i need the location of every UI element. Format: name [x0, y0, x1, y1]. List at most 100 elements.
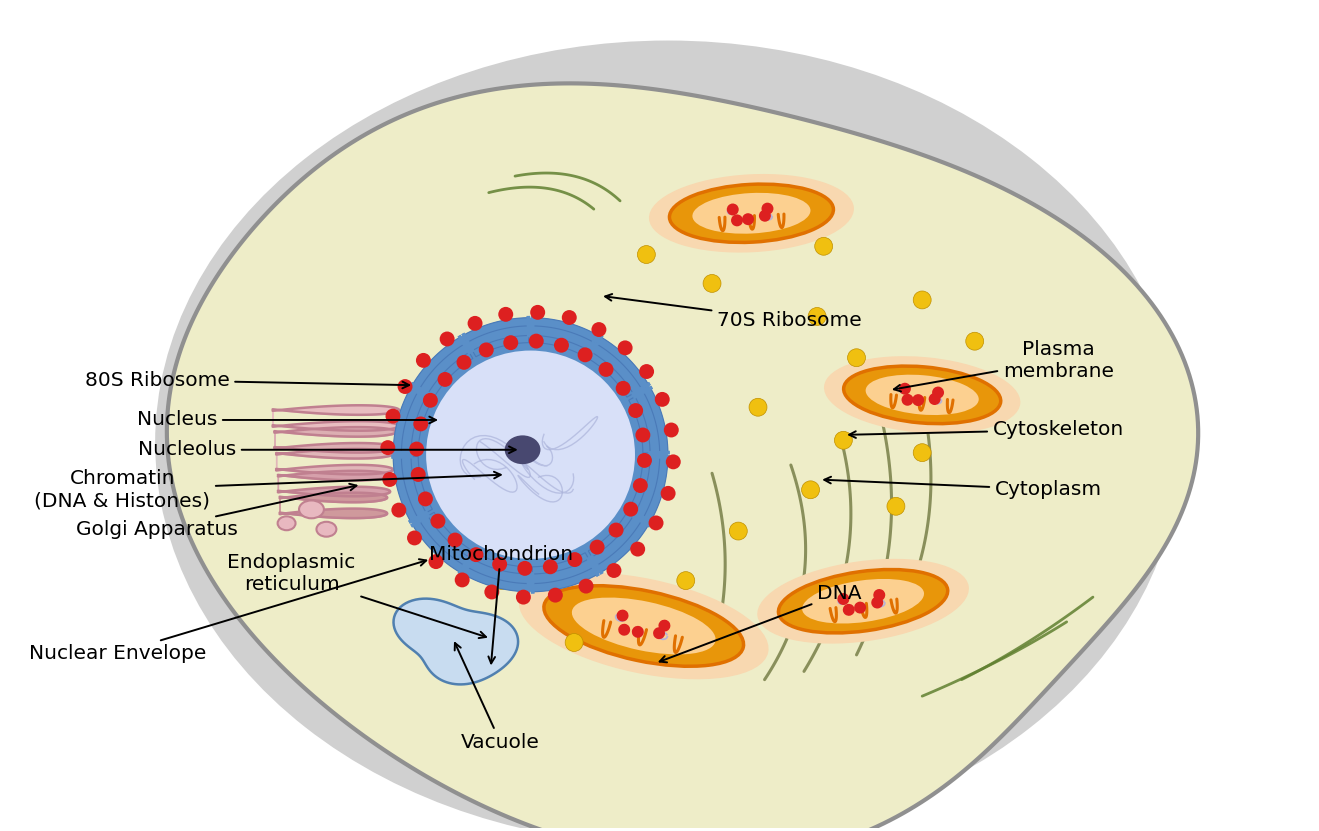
Circle shape: [838, 593, 849, 605]
Text: Plasma
membrane: Plasma membrane: [894, 340, 1113, 391]
Circle shape: [393, 317, 667, 592]
Circle shape: [616, 381, 630, 396]
Circle shape: [410, 467, 426, 482]
Circle shape: [554, 337, 568, 352]
Text: DNA: DNA: [660, 584, 861, 662]
Ellipse shape: [156, 41, 1181, 831]
Circle shape: [815, 238, 832, 255]
Polygon shape: [393, 598, 518, 685]
Circle shape: [758, 209, 770, 222]
Circle shape: [729, 522, 748, 540]
Circle shape: [677, 572, 695, 589]
Circle shape: [455, 573, 470, 588]
Circle shape: [385, 409, 401, 424]
Circle shape: [599, 362, 613, 377]
Circle shape: [727, 204, 739, 215]
Circle shape: [632, 626, 644, 638]
Circle shape: [616, 610, 629, 622]
Text: Chromatin
(DNA & Histones): Chromatin (DNA & Histones): [34, 469, 501, 510]
Circle shape: [456, 355, 471, 370]
Polygon shape: [412, 456, 433, 513]
Circle shape: [492, 557, 506, 572]
Circle shape: [423, 393, 438, 408]
Circle shape: [663, 422, 679, 437]
Circle shape: [617, 341, 633, 356]
Ellipse shape: [757, 558, 969, 644]
Polygon shape: [166, 83, 1198, 831]
Text: Nucleolus: Nucleolus: [138, 440, 516, 460]
Circle shape: [590, 539, 604, 554]
Circle shape: [392, 503, 406, 518]
Text: Cytoskeleton: Cytoskeleton: [849, 420, 1124, 440]
Circle shape: [408, 530, 422, 545]
Circle shape: [843, 604, 855, 616]
Circle shape: [966, 332, 984, 350]
Circle shape: [900, 383, 911, 395]
Circle shape: [743, 214, 754, 225]
Circle shape: [397, 379, 413, 394]
Polygon shape: [427, 352, 472, 397]
Ellipse shape: [802, 579, 925, 623]
Ellipse shape: [277, 516, 295, 530]
Polygon shape: [393, 457, 418, 521]
Polygon shape: [412, 396, 433, 453]
Circle shape: [933, 386, 944, 399]
Polygon shape: [644, 457, 667, 521]
Ellipse shape: [518, 573, 769, 679]
Circle shape: [430, 514, 446, 529]
Circle shape: [913, 394, 925, 406]
Circle shape: [809, 307, 826, 326]
Circle shape: [529, 334, 543, 348]
Circle shape: [703, 274, 721, 293]
Circle shape: [608, 523, 624, 538]
Circle shape: [415, 353, 431, 368]
Ellipse shape: [778, 569, 948, 633]
Polygon shape: [472, 336, 529, 356]
Text: Endoplasmic
reticulum: Endoplasmic reticulum: [227, 553, 485, 638]
Polygon shape: [533, 317, 598, 342]
Circle shape: [439, 332, 455, 347]
Circle shape: [516, 590, 530, 605]
Circle shape: [426, 351, 634, 559]
Text: Vacuole: Vacuole: [455, 643, 539, 752]
Circle shape: [484, 584, 500, 599]
Ellipse shape: [692, 193, 810, 234]
Circle shape: [661, 486, 675, 501]
Circle shape: [848, 349, 865, 366]
Text: Nuclear Envelope: Nuclear Envelope: [29, 559, 426, 663]
Circle shape: [637, 246, 656, 263]
Polygon shape: [629, 396, 650, 453]
Circle shape: [607, 563, 621, 578]
Circle shape: [624, 502, 638, 517]
Ellipse shape: [865, 375, 979, 415]
Circle shape: [913, 291, 931, 309]
Circle shape: [539, 526, 557, 544]
Circle shape: [467, 316, 483, 331]
Polygon shape: [413, 521, 464, 573]
Circle shape: [504, 335, 518, 350]
Polygon shape: [393, 388, 418, 453]
Circle shape: [584, 440, 603, 457]
Circle shape: [438, 372, 452, 387]
Text: Golgi Apparatus: Golgi Apparatus: [77, 484, 356, 538]
Circle shape: [530, 305, 545, 320]
Circle shape: [649, 515, 663, 530]
Circle shape: [654, 392, 670, 407]
Circle shape: [380, 440, 396, 455]
Circle shape: [628, 403, 644, 418]
Text: 80S Ribosome: 80S Ribosome: [84, 371, 409, 390]
Text: Mitochondrion: Mitochondrion: [429, 544, 572, 663]
Circle shape: [902, 394, 914, 406]
Circle shape: [855, 602, 867, 613]
Circle shape: [468, 547, 484, 562]
Text: Nucleus: Nucleus: [137, 411, 437, 430]
Polygon shape: [588, 512, 633, 557]
Polygon shape: [644, 388, 667, 453]
Circle shape: [591, 322, 607, 337]
Polygon shape: [598, 521, 649, 573]
Polygon shape: [464, 317, 529, 342]
Circle shape: [731, 214, 743, 226]
Polygon shape: [533, 568, 598, 592]
Circle shape: [567, 552, 582, 567]
Circle shape: [413, 416, 429, 431]
